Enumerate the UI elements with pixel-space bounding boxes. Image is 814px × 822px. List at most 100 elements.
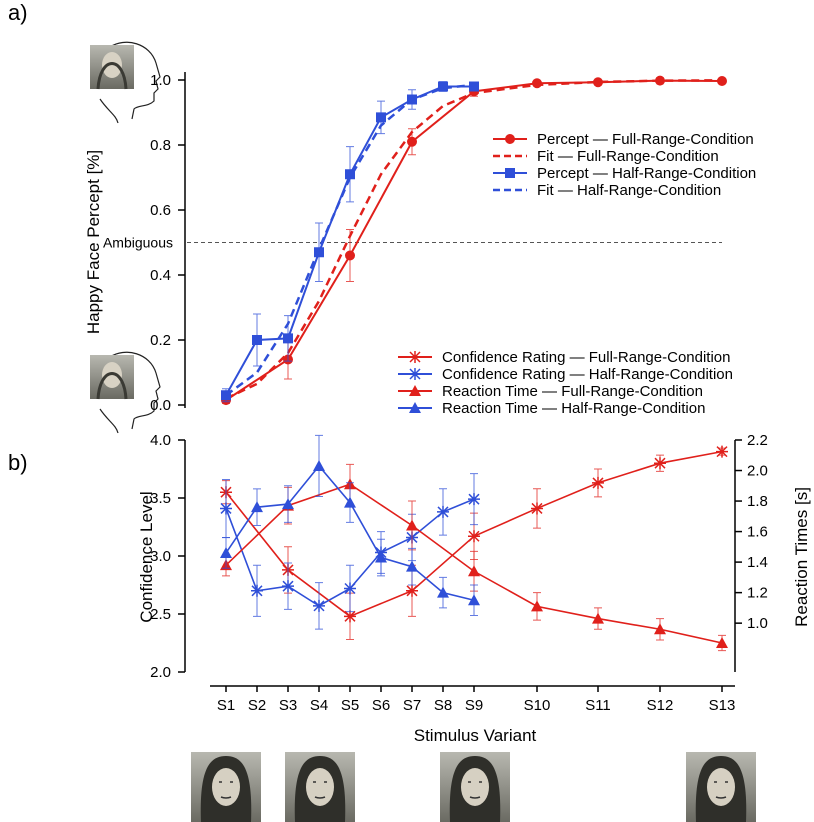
- y-tick-label-a: 0.2: [150, 332, 171, 349]
- y-tick-label-a: 0.6: [150, 202, 171, 219]
- y-tick-label-b: 3.0: [150, 548, 171, 565]
- percept-point-full: [407, 136, 417, 147]
- y-axis-title-a: Happy Face Percept [%]: [84, 150, 103, 334]
- legend-marker-b: [409, 402, 421, 413]
- profile-outline: [99, 41, 161, 124]
- y-tick-label-b: 3.5: [150, 490, 171, 507]
- panel-label-b: b): [8, 450, 28, 475]
- x-tick-label-b: S1: [217, 697, 235, 714]
- thumb-features: [714, 781, 728, 799]
- profile-face-icon: [90, 41, 161, 124]
- y2-tick-label-b: 1.4: [747, 554, 768, 571]
- reaction-point-half: [282, 498, 294, 510]
- confidence-point-half: [313, 599, 325, 612]
- reaction-point-half: [375, 551, 387, 563]
- mona-lisa-thumbnail: [686, 752, 756, 822]
- reaction-point-half: [313, 459, 325, 471]
- profile-outline: [99, 351, 161, 434]
- confidence-point-half: [220, 502, 232, 515]
- y2-tick-label-b: 1.2: [747, 585, 768, 602]
- x-tick-label-b: S10: [524, 697, 551, 714]
- percept-point-half: [252, 335, 262, 345]
- mona-lisa-thumbnail: [191, 752, 261, 822]
- reaction-point-full: [531, 600, 543, 612]
- reaction-point-half: [406, 560, 418, 572]
- y2-tick-label-b: 2.0: [747, 463, 768, 480]
- confidence-point-full: [716, 445, 728, 458]
- x-tick-label-b: S12: [647, 697, 674, 714]
- y-axis-title-b: Confidence Level: [137, 491, 156, 622]
- reaction-point-full: [716, 637, 728, 648]
- legend-marker-b: [409, 368, 421, 380]
- thumb-face: [306, 768, 334, 806]
- legend-label-b: Reaction Time — Half-Range-Condition: [442, 400, 705, 417]
- y-tick-label-b: 4.0: [150, 432, 171, 449]
- x-tick-label-b: S13: [709, 697, 736, 714]
- x-axis-title-b: Stimulus Variant: [414, 726, 537, 745]
- reaction-point-half: [468, 594, 480, 606]
- profile-face-icon: [90, 351, 161, 434]
- confidence-point-half: [251, 584, 263, 597]
- reaction-point-full: [592, 612, 604, 624]
- legend-label-a: Fit — Half-Range-Condition: [537, 182, 721, 199]
- reaction-point-half: [220, 546, 232, 558]
- legend-label-b: Reaction Time — Full-Range-Condition: [442, 383, 703, 400]
- y2-axis-title-b: Reaction Times [s]: [792, 487, 811, 627]
- thumb-features: [468, 781, 482, 799]
- mona-lisa-thumbnail: [440, 752, 510, 822]
- percept-point-half: [469, 81, 479, 92]
- thumb-face: [461, 768, 489, 806]
- panel-label-a: a): [8, 0, 28, 25]
- confidence-point-half: [344, 582, 356, 595]
- y-tick-label-a: 1.0: [150, 72, 171, 89]
- legend-label-a: Percept — Full-Range-Condition: [537, 131, 754, 148]
- confidence-point-half: [282, 580, 294, 593]
- legend-label-a: Fit — Full-Range-Condition: [537, 148, 719, 165]
- fit-curve-half: [225, 83, 475, 397]
- reaction-point-full: [406, 519, 418, 531]
- percept-point-full: [345, 250, 355, 261]
- y-tick-label-a: 0.4: [150, 267, 171, 284]
- confidence-point-half: [437, 505, 449, 518]
- percept-point-half: [345, 169, 355, 180]
- percept-point-half: [376, 112, 386, 123]
- confidence-point-full: [406, 584, 418, 597]
- ambiguous-label: Ambiguous: [103, 235, 173, 251]
- thumb-features: [313, 781, 327, 799]
- legend-label-b: Confidence Rating — Full-Range-Condition: [442, 349, 731, 366]
- x-tick-label-b: S3: [279, 697, 297, 714]
- confidence-point-full: [468, 530, 480, 543]
- x-tick-label-b: S6: [372, 697, 390, 714]
- x-tick-label-b: S5: [341, 697, 359, 714]
- y2-tick-label-b: 1.8: [747, 493, 768, 510]
- reaction-point-full: [654, 623, 666, 635]
- confidence-point-full: [344, 610, 356, 623]
- reaction-point-half: [344, 496, 356, 508]
- legend-marker-b: [409, 351, 421, 363]
- mona-lisa-thumbnail: [285, 752, 355, 822]
- reaction-point-half: [251, 501, 263, 513]
- x-tick-label-b: S7: [403, 697, 421, 714]
- legend-marker-b: [409, 385, 421, 396]
- y2-tick-label-b: 2.2: [747, 432, 768, 449]
- y-tick-label-a: 0.0: [150, 397, 171, 414]
- confidence-point-full: [531, 502, 543, 515]
- x-tick-label-b: S8: [434, 697, 452, 714]
- confidence-point-full: [592, 476, 604, 489]
- confidence-point-full: [654, 457, 666, 470]
- percept-point-half: [438, 81, 448, 92]
- portrait-hair: [96, 372, 128, 400]
- y-tick-label-a: 0.8: [150, 137, 171, 154]
- percept-point-full: [593, 77, 603, 88]
- x-tick-label-b: S4: [310, 697, 328, 714]
- x-tick-label-b: S2: [248, 697, 266, 714]
- legend-label-b: Confidence Rating — Half-Range-Condition: [442, 366, 733, 383]
- y2-tick-label-b: 1.0: [747, 615, 768, 632]
- thumb-features: [219, 781, 233, 799]
- percept-point-full: [532, 78, 542, 89]
- legend-marker-a: [505, 134, 515, 144]
- y-tick-label-b: 2.0: [150, 664, 171, 681]
- portrait-hair: [96, 62, 128, 90]
- reaction-point-full: [468, 565, 480, 577]
